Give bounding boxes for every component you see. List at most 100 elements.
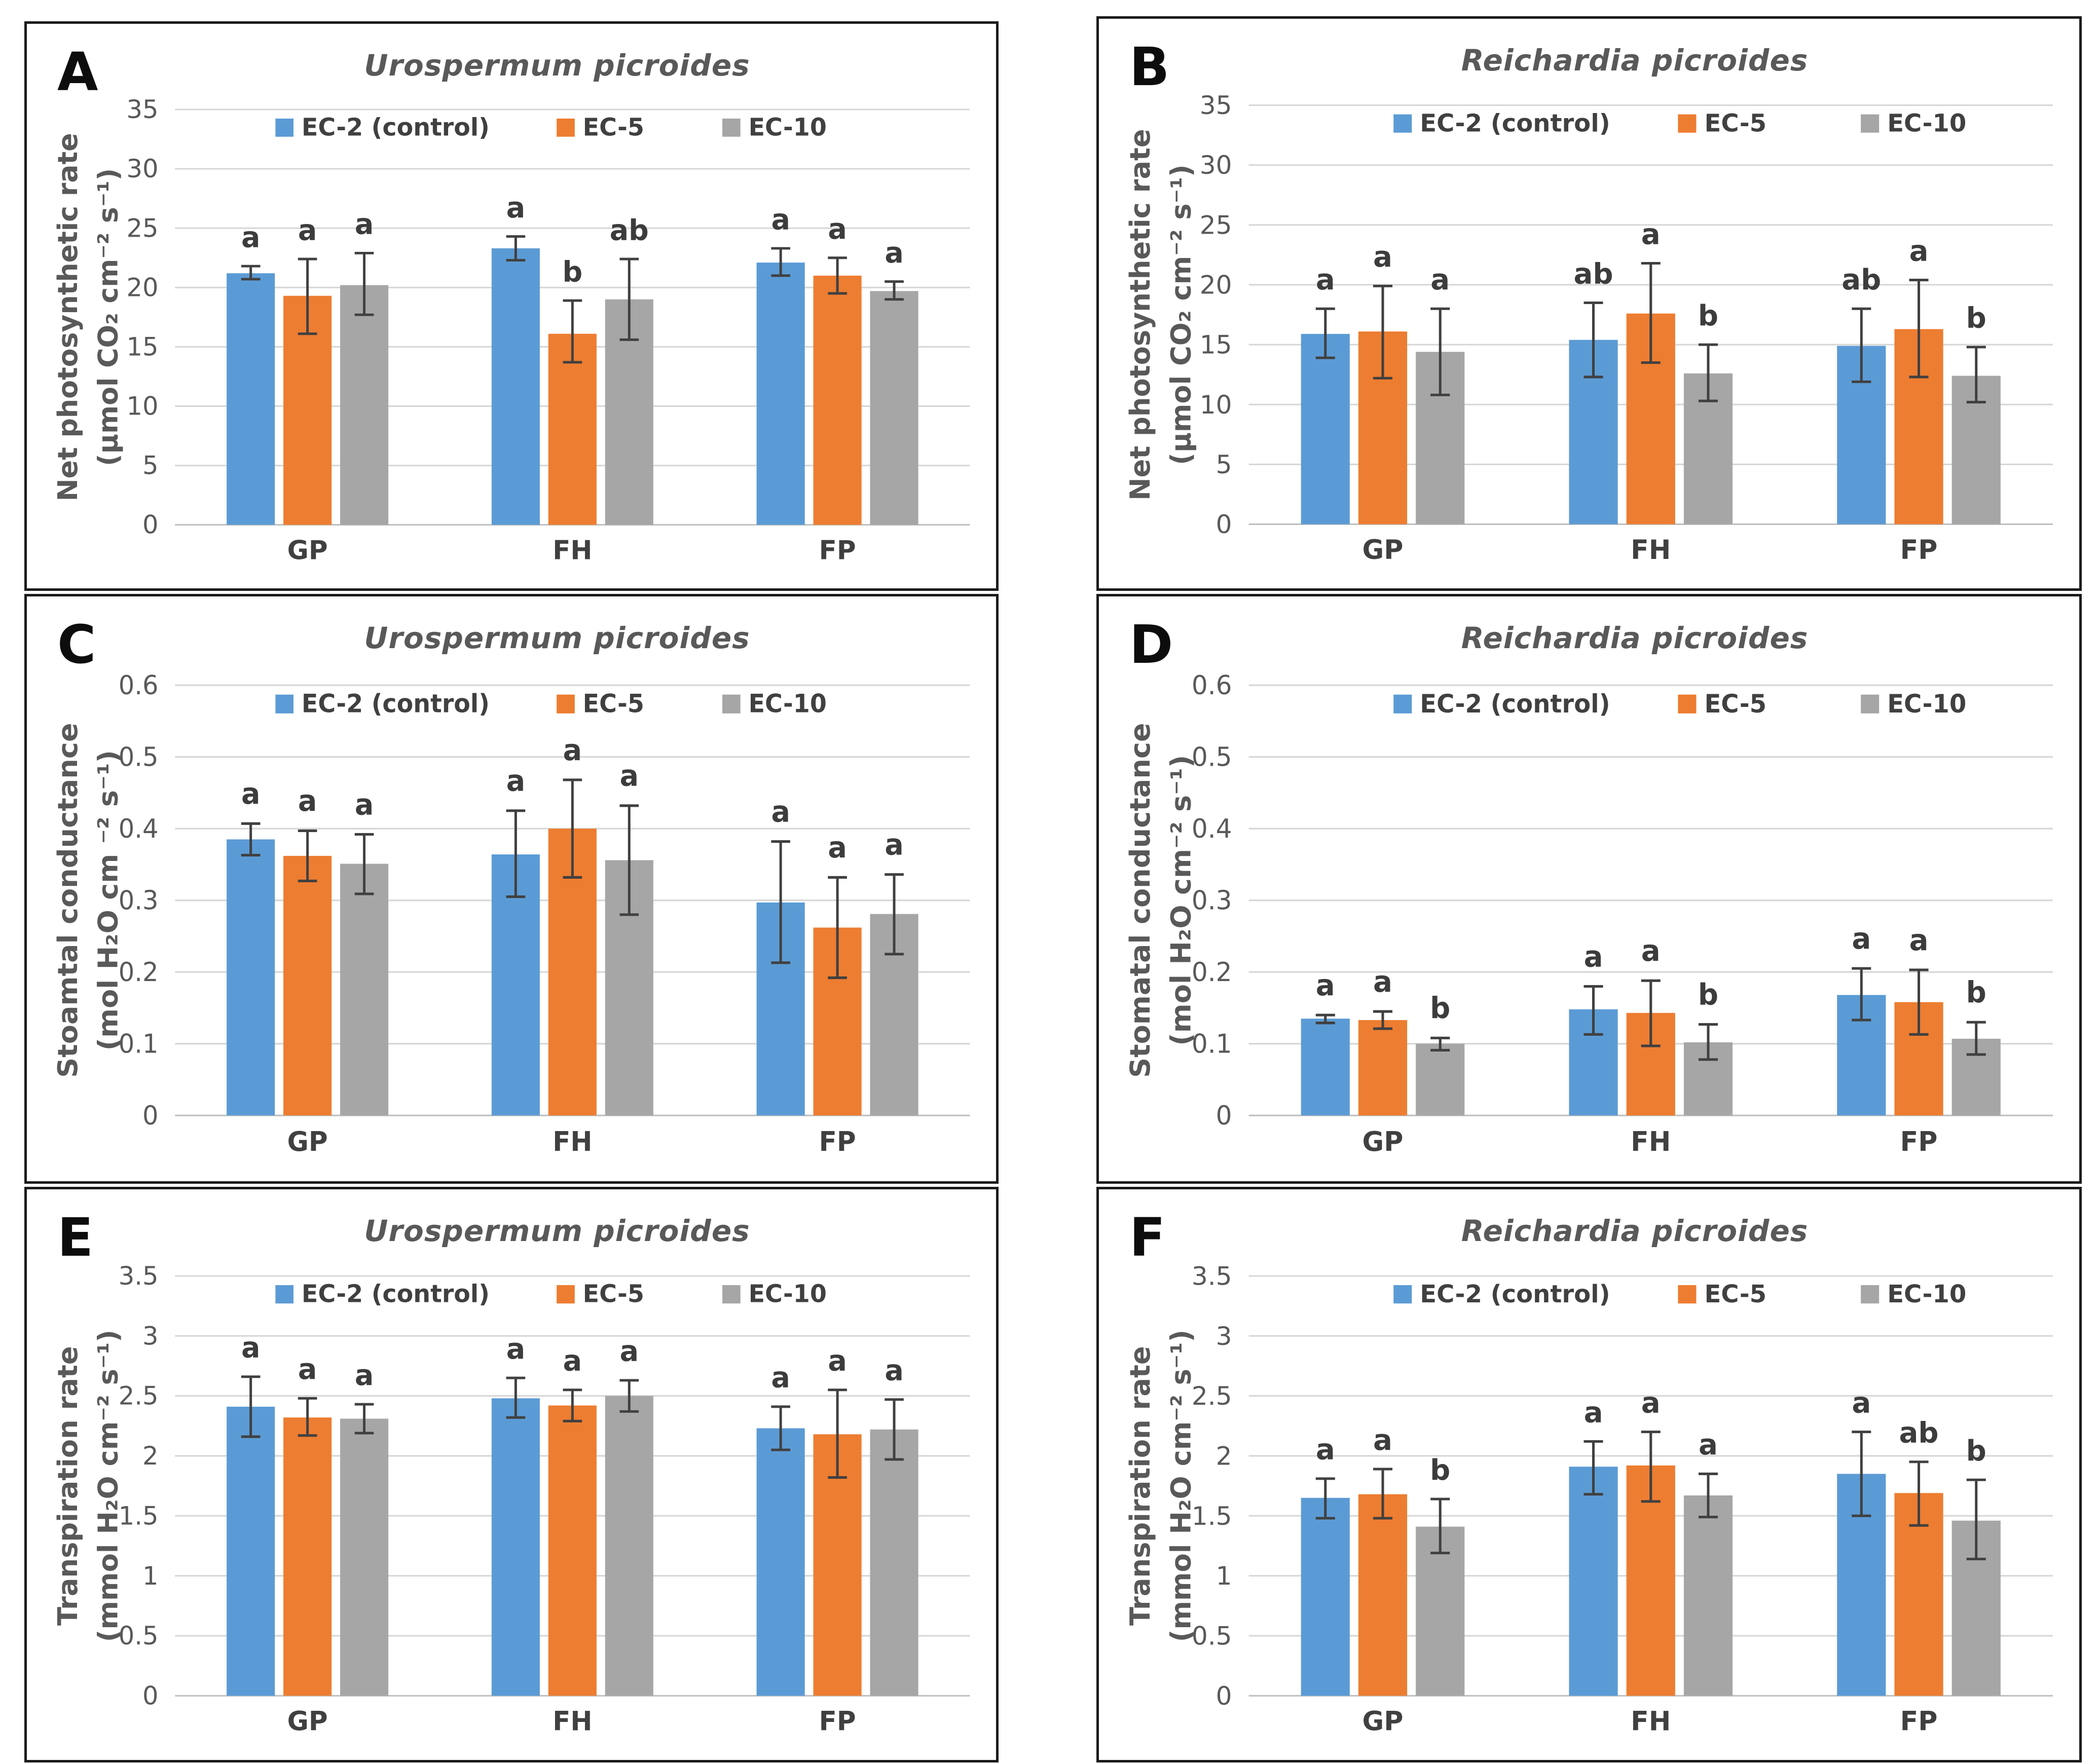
y-axis-label-line2: (μmol CO₂ cm⁻² s⁻¹) [1165,164,1197,465]
x-category-label: FH [553,1126,592,1157]
y-tick-label: 2.5 [119,1381,159,1410]
bar [870,1429,918,1696]
significance-letter: a [1852,1386,1871,1419]
bar [756,262,805,525]
significance-letter: a [298,1353,317,1386]
legend-label: EC-10 [1887,689,1966,719]
significance-letter: a [771,1361,790,1394]
panel-b: B Reichardia picroides 0 5 10 15 20 25 30 35 EC-… [1096,16,2082,591]
y-tick-label: 0.1 [1192,1029,1232,1059]
significance-letter: a [355,1359,374,1392]
significance-letter: b [1966,302,1986,335]
legend-label: EC-10 [749,1280,827,1308]
panel-letter-a: A [57,41,98,103]
chart-title-a: Urospermum picroides [364,48,750,83]
chart-title-b: Reichardia picroides [1461,43,1809,78]
legend-marker-ec5 [557,694,575,714]
y-axis-label-line2: (mol H₂O cm ⁻² s⁻¹) [92,750,124,1050]
legend-marker-ec2 [1393,694,1412,714]
y-tick-label: 0 [142,1681,159,1710]
panel-c: C Urospermum picroides 0 0.1 0.2 0.3 0.4 0.5 0… [24,594,999,1184]
y-axis-label-line1: Stoamtal conductance [52,723,84,1078]
significance-letter: ab [1842,264,1881,296]
y-tick-label: 1.5 [1192,1501,1232,1531]
significance-letter: a [506,192,525,224]
y-axis-label-line2: (mol H₂O cm⁻² s⁻¹) [1165,755,1197,1046]
legend-marker-ec10 [1861,114,1880,133]
y-tick-label: 10 [1200,390,1232,420]
y-tick-label: 10 [127,391,159,421]
y-tick-label: 0.5 [119,742,159,772]
legend-marker-ec5 [1678,1285,1697,1304]
y-tick-label: 35 [127,95,159,124]
legend-marker-ec10 [722,118,741,137]
significance-letter: a [771,795,790,829]
bar [548,1405,597,1696]
legend-marker-ec10 [722,1285,741,1304]
significance-letter: a [1641,218,1661,251]
y-tick-label: 1.5 [119,1501,159,1530]
bar [813,275,862,525]
y-tick-label: 5 [1216,449,1232,479]
y-tick-label: 1 [1216,1561,1232,1591]
y-tick-label: 0.5 [1192,1621,1232,1650]
bar [283,855,332,1116]
bar [1301,1497,1350,1696]
legend-label: EC-5 [583,114,644,141]
y-tick-label: 20 [127,273,159,302]
x-category-label: GP [287,535,328,566]
bar [1894,1493,1943,1696]
legend-marker-ec10 [1861,694,1880,714]
significance-letter: a [506,1333,525,1366]
y-tick-label: 0 [1216,509,1232,539]
bar [227,273,275,525]
bar [605,1396,653,1696]
significance-letter: a [1699,1429,1718,1461]
y-axis-label-line2: (mmol H₂O cm⁻² s⁻¹) [1165,1330,1197,1642]
bar [340,864,389,1116]
significance-letter: a [1641,934,1661,968]
x-category-label: GP [287,1706,328,1737]
significance-letter: a [771,203,790,236]
legend-marker-ec2 [1393,114,1412,133]
bar-chart-d: 0 0.1 0.2 0.3 0.4 0.5 0.6 EC-2 (control) EC-5 EC-… [1124,670,2053,1157]
y-tick-label: 2 [142,1441,159,1471]
y-tick-label: 0 [1216,1100,1232,1131]
x-category-label: FP [819,535,856,566]
x-category-label: FP [819,1126,856,1157]
bar-chart-f: 0 0.5 1 1.5 2 2.5 3 3.5 EC-2 (control) EC-5 EC-10 a… [1124,1261,2053,1737]
significance-letter: a [298,214,317,247]
bar [870,291,918,525]
bar [340,1418,389,1696]
significance-letter: a [828,213,846,246]
significance-letter: a [620,759,639,793]
legend-label: EC-10 [749,690,827,719]
bar [1416,1043,1465,1116]
bar [227,839,275,1116]
significance-letter: a [885,237,903,270]
bar-chart-e: 0 0.5 1 1.5 2 2.5 3 3.5 EC-2 (control) EC-5 EC-10 a… [52,1261,970,1737]
bar [1358,1494,1408,1696]
y-axis-label-line1: Stomatal conductance [1124,723,1156,1078]
bar-chart-c: 0 0.1 0.2 0.3 0.4 0.5 0.6 EC-2 (control) EC-5 EC-… [52,670,970,1157]
significance-letter: b [563,255,583,288]
y-tick-label: 30 [1200,150,1232,180]
significance-letter: b [1430,1454,1450,1487]
legend-label: EC-2 (control) [302,1280,490,1308]
y-tick-label: 0.2 [119,957,159,987]
significance-letter: a [355,208,374,241]
significance-letter: a [828,831,846,865]
legend-marker-ec10 [722,694,741,714]
y-tick-label: 5 [142,451,159,480]
bar [1416,1526,1465,1696]
y-tick-label: 2.5 [1192,1381,1232,1411]
legend-marker-ec5 [1678,114,1697,133]
chart-title-e: Urospermum picroides [364,1214,750,1248]
significance-letter: a [1641,1386,1661,1419]
significance-letter: a [885,1354,903,1387]
bar [1301,1019,1350,1116]
bar [1626,1465,1675,1696]
legend-label: EC-10 [1887,1280,1966,1308]
bar [756,1428,805,1696]
